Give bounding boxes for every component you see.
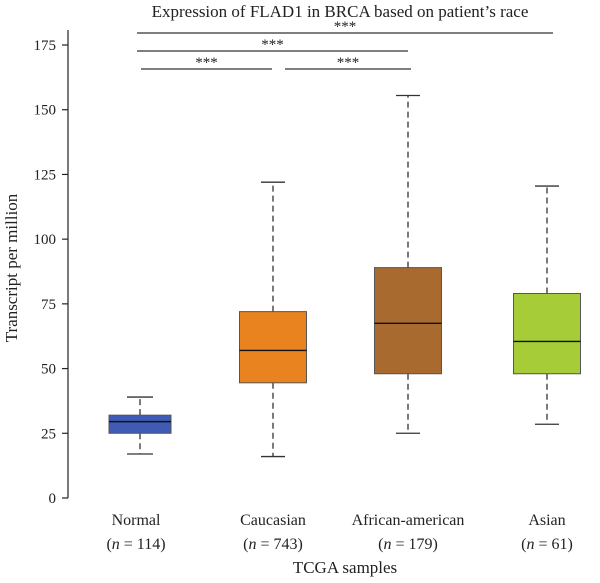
significance-label: *** xyxy=(261,37,284,53)
chart-title: Expression of FLAD1 in BRCA based on pat… xyxy=(152,2,529,21)
y-tick-label: 175 xyxy=(34,38,57,54)
iqr-box xyxy=(374,267,442,375)
category-label: Normal xyxy=(112,512,161,529)
box-group-normal xyxy=(108,396,172,455)
y-tick-label: 150 xyxy=(34,103,57,119)
significance-label: *** xyxy=(195,55,218,71)
boxes xyxy=(108,94,581,458)
box-group-african-american xyxy=(374,94,442,434)
category-label: African-american xyxy=(352,512,465,529)
significance-label: *** xyxy=(334,19,357,35)
y-tick-label: 25 xyxy=(41,426,56,442)
x-axis-label: TCGA samples xyxy=(293,558,397,577)
category-label: Caucasian xyxy=(240,512,306,529)
box-group-caucasian xyxy=(239,181,307,458)
iqr-box xyxy=(108,414,172,434)
significance-bars: *** *** *** *** xyxy=(137,19,553,71)
y-tick-label: 50 xyxy=(41,362,56,378)
box-group-asian xyxy=(513,185,581,425)
y-tick-label: 125 xyxy=(34,167,57,183)
y-tick-label: 75 xyxy=(41,297,56,313)
category-count-label: (n = 114) xyxy=(106,536,165,553)
y-axis-ticks: 0 25 50 75 100 125 150 175 xyxy=(34,38,68,507)
category-count-label: (n = 743) xyxy=(243,536,303,553)
category-count-label: (n = 179) xyxy=(378,536,438,553)
category-labels: Normal (n = 114) Caucasian (n = 743) African… xyxy=(106,512,572,553)
category-label: Asian xyxy=(528,512,565,529)
iqr-box xyxy=(513,293,581,375)
y-tick-label: 100 xyxy=(34,232,57,248)
iqr-box xyxy=(239,311,307,384)
y-axis-label: Transcript per million xyxy=(2,193,21,342)
y-tick-label: 0 xyxy=(49,491,57,507)
significance-label: *** xyxy=(337,55,360,71)
category-count-label: (n = 61) xyxy=(521,536,573,553)
